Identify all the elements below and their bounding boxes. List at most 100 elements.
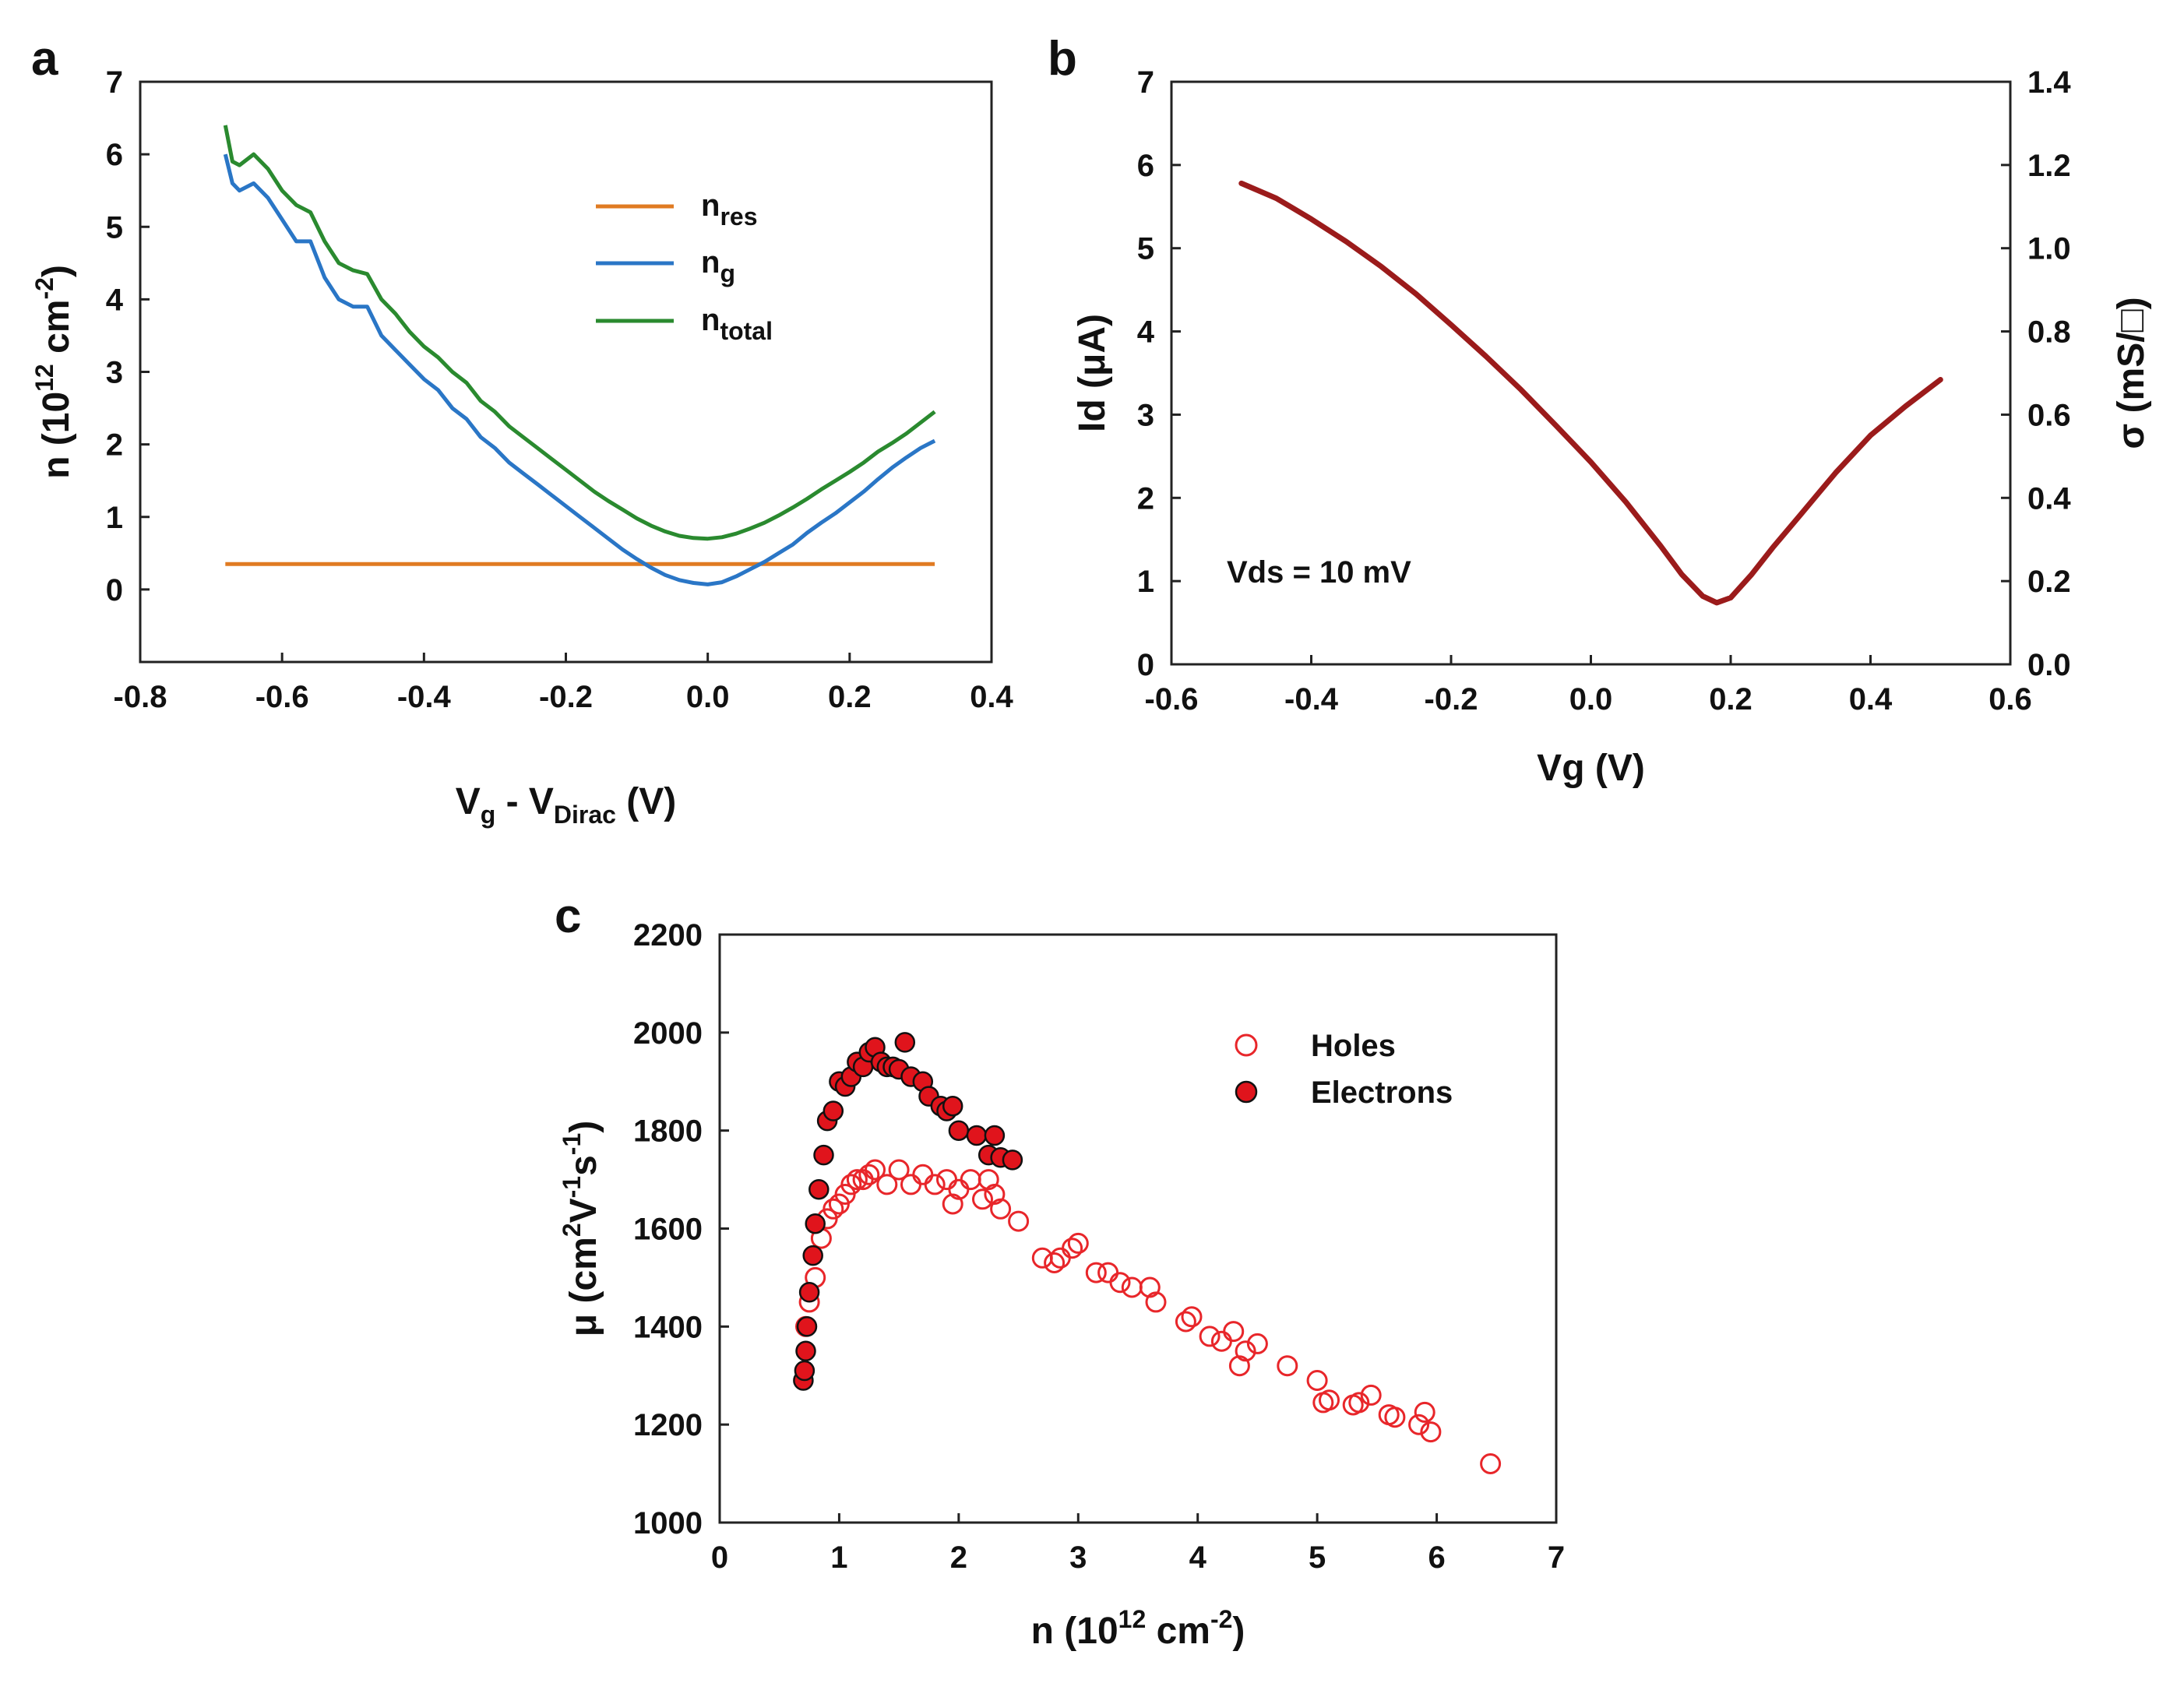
panel-b: b -0.6 -0.4 -0.2 0.0 0.2 0.4 0.6 0 1 2 3 4 5 6 7 0.0 0.2 0… [1048, 32, 2152, 789]
panel-c-electron-point [1002, 1150, 1023, 1171]
panel-c-x-tick-label: 2 [950, 1540, 967, 1575]
panel-c-hole-point [1306, 1370, 1328, 1391]
panel-c-hole-point [1277, 1355, 1298, 1377]
panel-a-y-axis-label-part: -2 [30, 277, 58, 299]
panel-c-x-tick-label: 0 [711, 1540, 728, 1575]
panel-c-hole-point [1384, 1407, 1406, 1428]
panel-b-y-tick-label: 0 [1137, 648, 1154, 682]
panel-b-y-tick-label: 4 [1137, 315, 1155, 350]
panel-b-y-tick-label: 1 [1137, 565, 1154, 599]
panel-c-y-axis-label-part: V [563, 1198, 604, 1223]
panel-a-legend-label: nres [701, 188, 757, 231]
panel-c-letter: c [555, 889, 581, 943]
panel-c-y-tick-label: 1400 [633, 1310, 703, 1344]
panel-c-hole-point [840, 1174, 862, 1195]
panel-c-electron-point [796, 1316, 818, 1337]
panel-c-x-tick-label: 5 [1309, 1540, 1326, 1575]
panel-c-y-axis-label-part: ) [563, 1121, 604, 1133]
panel-c-electron-point [894, 1032, 916, 1053]
panel-c-electron-point [966, 1125, 988, 1146]
panel-b-y-axis-label-part: A) [1072, 314, 1113, 354]
panel-b-y2-tick-label: 1.4 [2027, 65, 2071, 100]
panel-c-legend-marker [1235, 1080, 1258, 1104]
panel-b-x-tick-label: -0.4 [1284, 682, 1339, 717]
panel-a-x-tick-label: 0.0 [686, 680, 730, 714]
panel-c-electron-point [808, 1178, 830, 1200]
panel-c-x-axis-label-part: ) [1232, 1611, 1245, 1652]
panel-b-y2-axis-label: σ (mS/□) [2111, 297, 2152, 449]
panel-c-electron-point [795, 1340, 816, 1362]
panel-a-y-tick-label: 2 [106, 428, 123, 463]
panel-c-hole-point [1008, 1210, 1030, 1232]
panel-c-x-tick-label: 3 [1069, 1540, 1087, 1575]
panel-c-hole-point [1228, 1355, 1250, 1377]
panel-b-y-axis-label: Id (μA) [1072, 314, 1113, 432]
panel-c-y-tick-label: 1800 [633, 1114, 703, 1149]
panel-a-y-tick-label: 6 [106, 138, 123, 172]
panel-c-hole-point [1109, 1272, 1131, 1294]
panel-c-hole-point [1480, 1453, 1502, 1474]
panel-c-hole-point [1319, 1389, 1340, 1411]
panel-a-y-axis-label-part: n (10 [36, 392, 77, 479]
panel-c-x-axis-label-part: cm [1146, 1611, 1210, 1652]
panel-c-legend-marker [1235, 1033, 1258, 1057]
panel-c-electron-point [948, 1120, 970, 1141]
panel-a-series-n-g [223, 153, 936, 586]
panel-a-y-tick-label: 0 [106, 573, 123, 607]
panel-c-x-tick-label: 7 [1548, 1540, 1565, 1575]
panel-a-x-axis-label: Vg - VDirac (V) [456, 781, 677, 829]
panel-c-hole-point [1408, 1414, 1430, 1435]
panel-a-y-tick-label: 1 [106, 501, 123, 535]
panel-c-electron-point [813, 1144, 834, 1166]
panel-b-x-tick-label: -0.6 [1145, 682, 1199, 717]
panel-b-series-id [1238, 180, 1943, 606]
panel-a-legend-label: ng [701, 245, 735, 287]
panel-b-y2-tick-label: 0.8 [2027, 315, 2071, 350]
panel-a-legend-label-part: n [701, 245, 720, 280]
panel-c-hole-point [1181, 1306, 1203, 1328]
panel-c: c0 1 2 3 4 5 6 71000120014001600180020002200Hol… [555, 889, 1565, 1652]
panel-b-y-tick-label: 6 [1137, 149, 1154, 183]
panel-b-x-tick-label: 0.4 [1849, 682, 1893, 717]
panel-b-y-axis-label-part: Id ( [1072, 376, 1113, 432]
panel-a-y-tick-label: 7 [106, 65, 123, 100]
panel-c-hole-point [1360, 1384, 1382, 1406]
panel-a-y-tick-label: 5 [106, 210, 123, 245]
panel-c-x-axis-label-part: 12 [1118, 1605, 1147, 1633]
panel-c-electron-point [984, 1125, 1006, 1146]
panel-b-x-tick-label: 0.0 [1569, 682, 1613, 717]
panel-a-legend-label-part: n [701, 188, 720, 223]
panel-c-legend-label: Electrons [1311, 1076, 1453, 1110]
panel-c-x-tick-label: 6 [1428, 1540, 1445, 1575]
panel-c-hole-point [888, 1159, 910, 1181]
panel-a-legend-label: ntotal [701, 303, 773, 345]
panel-a-x-tick-label: 0.4 [970, 680, 1013, 714]
panel-c-hole-point [865, 1159, 886, 1181]
panel-a-x-axis-label-part: - V [495, 781, 554, 822]
panel-c-hole-point [1067, 1232, 1089, 1254]
panel-c-hole-point [1139, 1276, 1161, 1298]
panel-a-x-tick-label: -0.6 [255, 680, 309, 714]
panel-c-hole-point [1223, 1321, 1245, 1343]
panel-c-hole-point [1062, 1238, 1083, 1259]
panel-a-y-tick-label: 3 [106, 356, 123, 390]
panel-c-hole-point [1348, 1392, 1370, 1414]
panel-c-hole-point [1414, 1401, 1435, 1423]
panel-c-x-axis-label-part: n (10 [1031, 1611, 1118, 1652]
panel-a-legend-label-part: g [720, 259, 735, 287]
panel-c-hole-point [1246, 1333, 1268, 1354]
panel-a-y-axis-label-part: ) [36, 265, 77, 277]
panel-c-hole-point [823, 1198, 844, 1220]
panel-b-y2-tick-label: 1.0 [2027, 232, 2071, 266]
panel-b-y2-tick-label: 0.2 [2027, 565, 2071, 599]
panel-b-x-tick-label: -0.2 [1425, 682, 1478, 717]
panel-b-x-tick-label: 0.6 [1988, 682, 2032, 717]
panel-c-electron-point [798, 1282, 820, 1303]
panel-b-annotation: Vds = 10 mV [1227, 555, 1411, 590]
panel-c-electron-point [942, 1095, 963, 1117]
panel-b-letter: b [1048, 32, 1077, 86]
panel-a-x-axis-label-part: Dirac [554, 801, 616, 829]
panel-c-hole-point [858, 1164, 880, 1185]
panel-b-y2-tick-label: 0.6 [2027, 398, 2071, 432]
